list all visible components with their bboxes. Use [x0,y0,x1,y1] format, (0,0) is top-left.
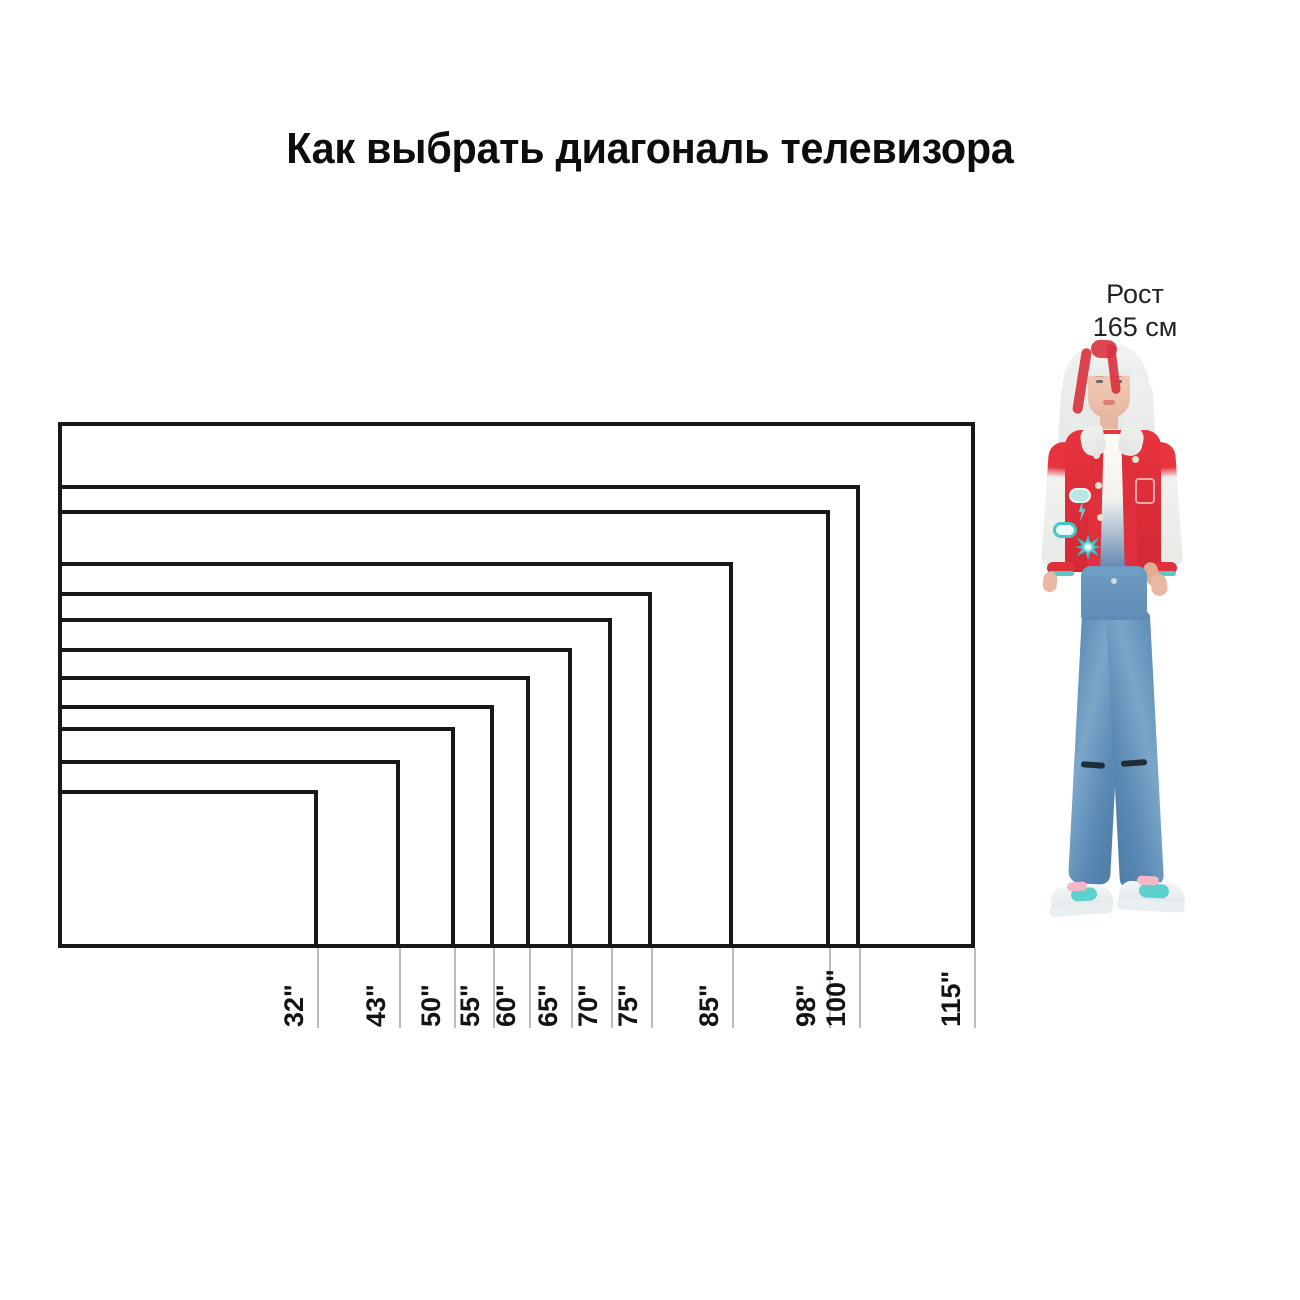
guide-line-50 [454,948,456,1028]
jacket-cuff-stripe-left [1048,571,1074,576]
guide-line-65 [571,948,573,1028]
sneaker-right-pink-panel [1136,875,1160,886]
reference-person-figure [985,330,1215,955]
size-label-85: 85" [694,984,724,1027]
guide-line-100 [859,948,861,1028]
jeans-button [1111,578,1117,584]
hand-left [1041,571,1059,593]
jacket-button-1 [1093,452,1100,459]
size-label-75: 75" [613,984,643,1027]
page-title-wrapper: Как выбрать диагональ телевизора [150,124,1150,174]
jeans-waistband [1085,568,1143,576]
size-label-43: 43" [361,984,391,1027]
size-label-32: 32" [279,984,309,1027]
guide-line-55 [493,948,495,1028]
size-label-60: 60" [491,984,521,1027]
size-label-55: 55" [455,984,485,1027]
jacket-button-2 [1095,482,1102,489]
height-caption-line2: 165 см [1092,311,1178,342]
height-caption-line1: Рост [1106,279,1164,309]
tv-rect-32 [58,790,318,948]
sneaker-right-sole [1116,898,1186,913]
hair-red-streak-crown [1090,339,1118,359]
patch-cloud-icon [1069,488,1091,503]
jacket-cuff-stripe-right [1150,571,1176,576]
jacket-button-4 [1132,456,1139,463]
hand-right [1149,572,1169,598]
guide-line-60 [529,948,531,1028]
guide-line-115 [974,948,976,1028]
eye-left [1096,380,1103,383]
guide-line-75 [651,948,653,1028]
guide-line-43 [399,948,401,1028]
guide-line-70 [611,948,613,1028]
size-label-115: 115" [936,970,966,1027]
page-title: Как выбрать диагональ телевизора [286,124,1014,173]
jacket-button-3 [1097,514,1104,521]
size-label-50: 50" [416,984,446,1027]
size-label-65: 65" [533,984,563,1027]
guide-line-98 [829,948,831,1028]
neck [1100,414,1118,432]
sneaker-right-teal-panel [1138,883,1170,899]
eyebrow-left [1095,375,1104,377]
size-label-70: 70" [573,984,603,1027]
height-caption: Рост 165 см [1040,278,1230,344]
sneaker-left-pink-panel [1066,881,1088,892]
patch-circle-icon [1053,522,1077,538]
patch-letter-icon [1135,478,1155,504]
size-label-98: 98" [791,984,821,1027]
size-label-100: 100" [821,969,851,1027]
guide-line-85 [732,948,734,1028]
guide-line-32 [317,948,319,1028]
jeans-leg-right [1105,611,1165,889]
patch-lightning-bolt-icon [1078,500,1086,522]
lips [1103,400,1115,405]
